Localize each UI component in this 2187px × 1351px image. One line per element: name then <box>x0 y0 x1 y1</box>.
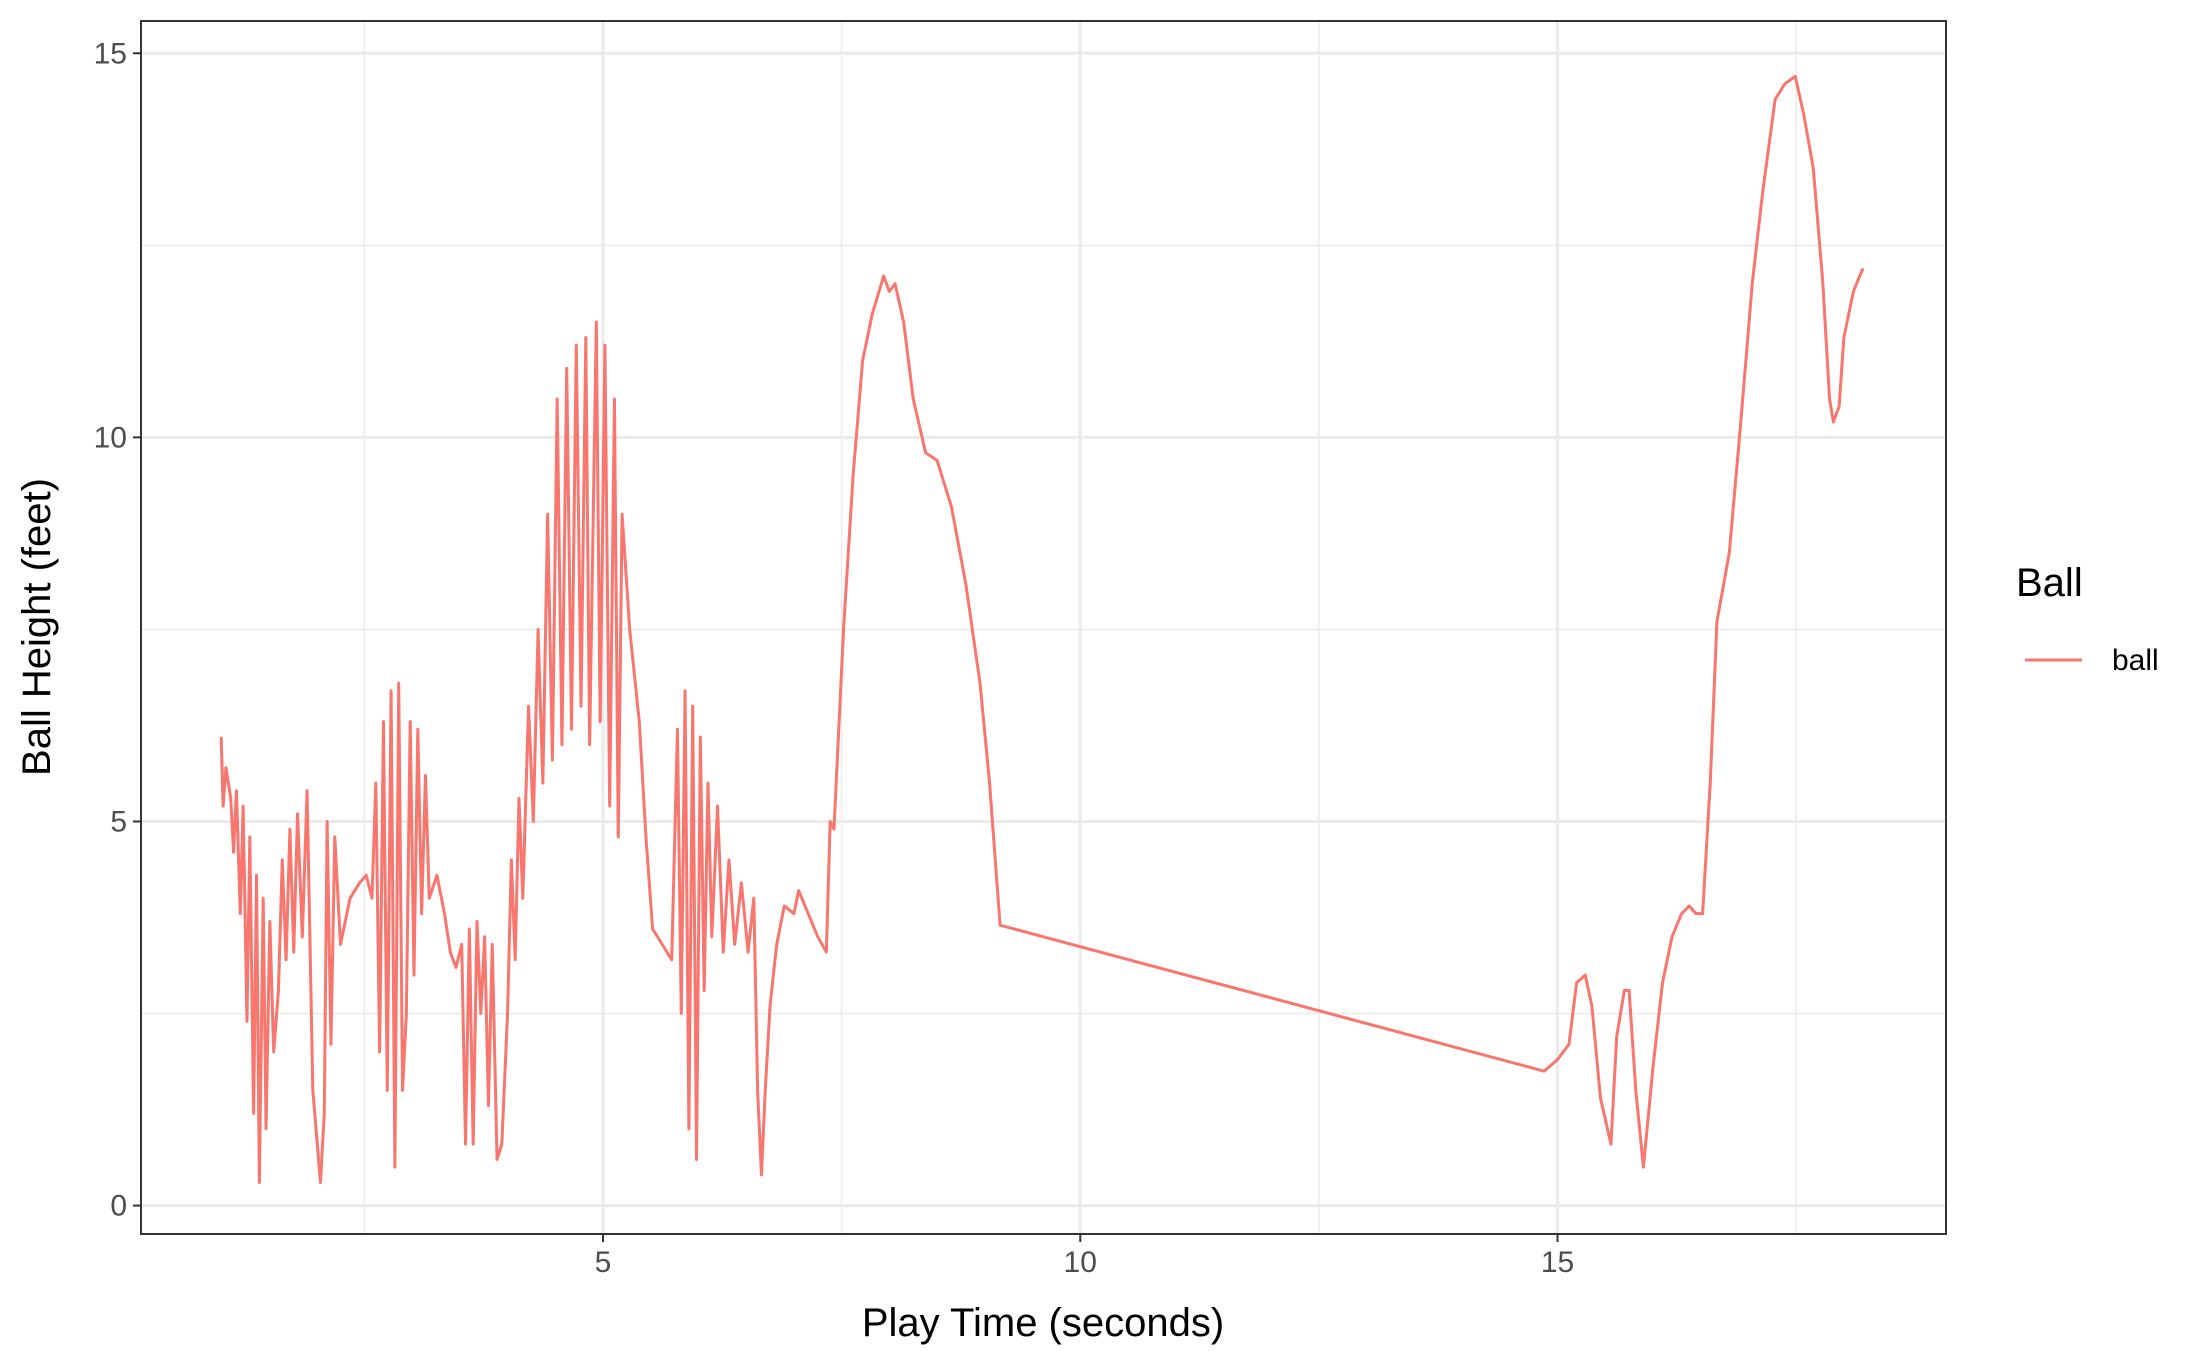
legend-label: ball <box>2112 644 2159 677</box>
x-tick-label: 5 <box>595 1246 612 1279</box>
y-tick-label: 5 <box>110 805 127 838</box>
y-axis-title: Ball Height (feet) <box>15 478 59 776</box>
x-tick-label: 15 <box>1541 1246 1574 1279</box>
line <box>219 74 1865 1185</box>
y-tick-label: 10 <box>94 421 127 454</box>
x-tick-label: 10 <box>1064 1246 1097 1279</box>
panel-border <box>140 20 1947 1235</box>
legend-title: Ball <box>2016 561 2083 605</box>
y-tick-label: 0 <box>110 1190 127 1223</box>
y-tick-label: 15 <box>94 37 127 70</box>
x-axis-title: Play Time (seconds) <box>862 1301 1224 1345</box>
